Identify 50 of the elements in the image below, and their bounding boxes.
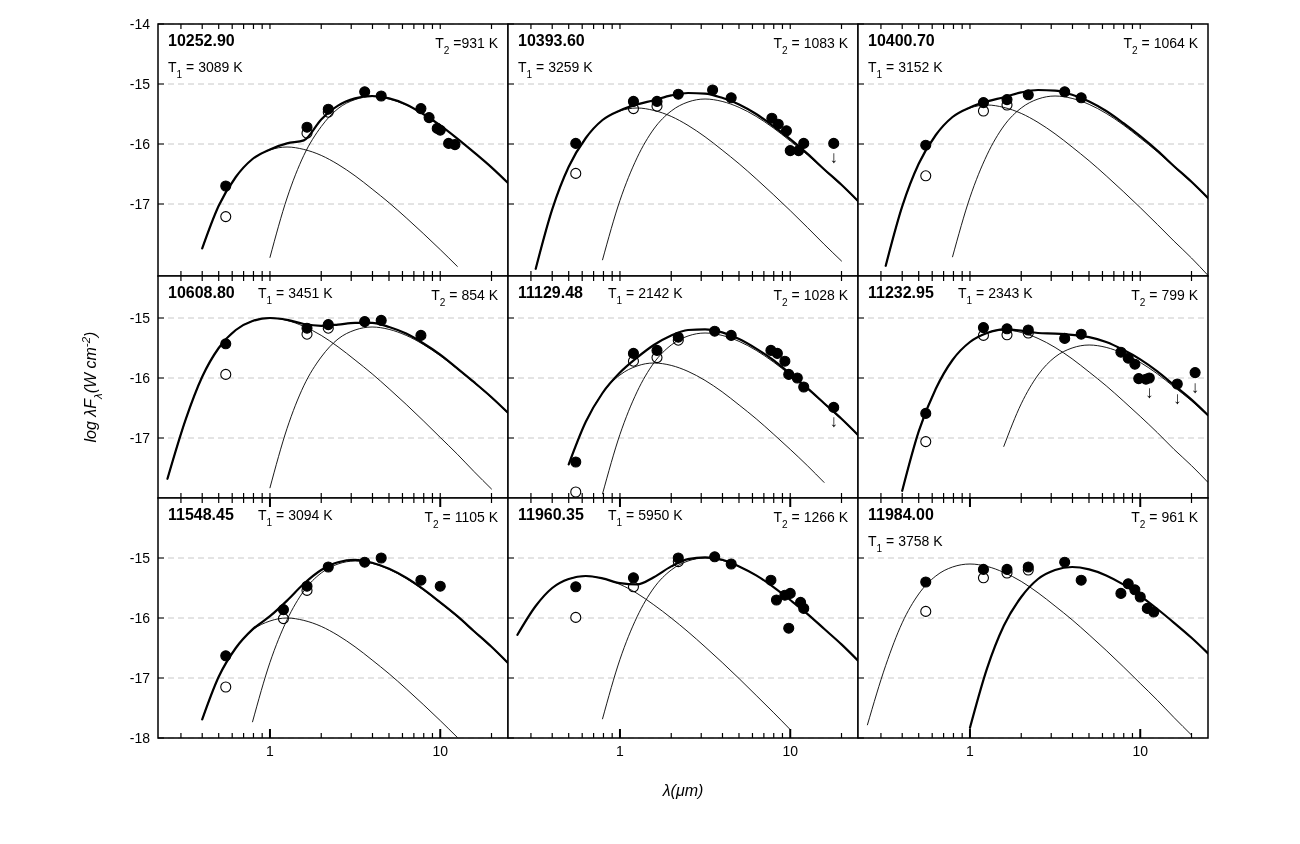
annotation: ↓ [829, 148, 838, 168]
annotation: T$_{1}$ = 3094 K [258, 507, 334, 528]
annotation: T$_{2}$ = 1083 K [773, 35, 849, 56]
annotation: ↓ [1173, 389, 1182, 408]
annotation: T$_{2}$ = 1028 K [773, 287, 849, 308]
y-tick-label: -15 [129, 309, 151, 326]
annotation: T$_{2}$ = 1266 K [773, 509, 849, 530]
annotation: T$_{2}$ = 854 K [431, 287, 499, 308]
x-tick-label: 1 [966, 743, 975, 759]
text: 10608.80 [168, 284, 235, 301]
y-tick-label: -17 [129, 669, 151, 686]
y-tick-label: -17 [129, 195, 151, 212]
x-tick-label: 10 [782, 743, 799, 759]
annotation: ↓ [1145, 383, 1154, 402]
text: 11232.95 [868, 284, 934, 301]
x-tick-label: 1 [616, 743, 625, 759]
y-tick-label: -18 [129, 729, 151, 746]
text: 10400.70 [868, 32, 935, 49]
x-tick-label: 1 [266, 743, 275, 759]
text: 11129.48 [518, 284, 584, 301]
y-tick-label: -16 [129, 135, 151, 152]
y-tick-label: -16 [129, 369, 151, 386]
text: 10393.60 [518, 32, 585, 49]
y-tick-label: -15 [129, 75, 151, 92]
x-tick-label: 10 [1132, 743, 1149, 759]
x-tick-label: 10 [432, 743, 449, 759]
annotation: ↓ [1190, 377, 1200, 397]
annotation: T$_{1}$ = 3758 K [868, 533, 944, 554]
annotation: T$_{2}$ = 1105 K [424, 509, 499, 530]
y-tick-label: -17 [129, 429, 151, 446]
annotation: T$_{1}$ = 3259 K [518, 59, 594, 80]
annotation: ↓ [829, 412, 838, 432]
text: 11984.00 [868, 506, 934, 523]
text: 11548.45 [168, 506, 234, 523]
y-tick-label: -14 [129, 15, 151, 32]
annotation: T$_{2}$ = 799 K [1131, 287, 1199, 308]
text: 11960.35 [518, 506, 584, 523]
annotation: T$_{2}$ = 961 K [1131, 509, 1199, 530]
text: 10252.90 [168, 32, 235, 49]
annotation: T$_{1}$ = 3152 K [868, 59, 944, 80]
x-axis-title: λ(μm) [661, 782, 704, 799]
annotation: T$_{2}$ =931 K [435, 35, 499, 56]
annotation: T$_{1}$ = 2142 K [608, 285, 684, 306]
y-tick-label: -16 [129, 609, 151, 626]
annotation: T$_{1}$ = 2343 K [958, 285, 1034, 306]
y-tick-label: -15 [129, 549, 151, 566]
annotation: T$_{2}$ = 1064 K [1123, 35, 1199, 56]
annotation: T$_{1}$ = 3089 K [168, 59, 244, 80]
annotation: T$_{1}$ = 3451 K [258, 285, 334, 306]
annotation: T$_{1}$ = 5950 K [608, 507, 684, 528]
